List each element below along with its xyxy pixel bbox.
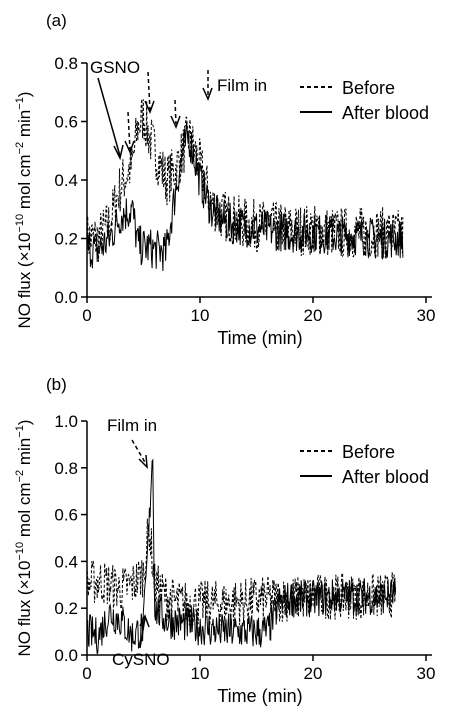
y-tick-label-b: 0.2 bbox=[54, 599, 78, 618]
legend-after-b: After blood bbox=[342, 467, 429, 487]
annotation-film-in-a: Film in bbox=[217, 76, 267, 95]
x-tick-label-a: 10 bbox=[191, 306, 210, 325]
series-a bbox=[86, 98, 404, 272]
annotation-arrows-a bbox=[97, 70, 213, 161]
annotation-gsno: GSNO bbox=[90, 58, 140, 77]
legend-after-a: After blood bbox=[342, 103, 429, 123]
y-tick-label-b: 0.4 bbox=[54, 552, 78, 571]
y-tick-label-b: 0.0 bbox=[54, 646, 78, 665]
legend-before-a: Before bbox=[342, 78, 395, 98]
annotation-film-in-b: Film in bbox=[107, 416, 157, 435]
annotation-cysno: CySNO bbox=[112, 650, 170, 669]
x-tick-label-b: 0 bbox=[82, 664, 91, 683]
series-line-after-blood-a bbox=[86, 121, 404, 272]
x-tick-label-a: 30 bbox=[417, 306, 436, 325]
y-tick-label-a: 0.6 bbox=[54, 113, 78, 132]
y-axis-label-b: NO flux (×10−10 mol cm−2 min−1) bbox=[14, 420, 34, 657]
x-tick-label-b: 20 bbox=[304, 664, 323, 683]
chart-panel-a: (a) NO flux (×10−10 mol cm−2 min−1) 0 10 2… bbox=[14, 11, 435, 348]
x-axis-label-a: Time (min) bbox=[217, 328, 302, 348]
y-tick-label-a: 0.4 bbox=[54, 171, 78, 190]
series-line-before-a bbox=[86, 98, 404, 265]
x-tick-label-a: 20 bbox=[304, 306, 323, 325]
series-line-after-blood-b bbox=[86, 458, 396, 655]
chart-panel-b: (b) NO flux (×10−10 mol cm−2 min−1) 0 10 2… bbox=[14, 375, 435, 706]
y-tick-label-b: 1.0 bbox=[54, 412, 78, 431]
ticks-b: 0 10 20 30 0.0 0.2 0.4 0.6 0.8 1.0 bbox=[54, 412, 435, 683]
panel-label-b: (b) bbox=[46, 375, 67, 394]
y-tick-label-b: 0.8 bbox=[54, 459, 78, 478]
x-tick-label-b: 30 bbox=[417, 664, 436, 683]
series-b bbox=[86, 458, 396, 655]
y-tick-label-a: 0.8 bbox=[54, 54, 78, 73]
annotation-arrows-b bbox=[131, 439, 150, 649]
x-tick-label-b: 10 bbox=[191, 664, 210, 683]
legend-before-b: Before bbox=[342, 442, 395, 462]
y-tick-label-a: 0.0 bbox=[54, 288, 78, 307]
panel-label-a: (a) bbox=[46, 11, 67, 30]
ticks-a: 0 10 20 30 0.0 0.2 0.4 0.6 0.8 bbox=[54, 54, 435, 325]
y-tick-label-b: 0.6 bbox=[54, 506, 78, 525]
y-axis-label-a: NO flux (×10−10 mol cm−2 min−1) bbox=[14, 92, 34, 329]
x-axis-label-b: Time (min) bbox=[217, 686, 302, 706]
x-tick-label-a: 0 bbox=[82, 306, 91, 325]
y-tick-label-a: 0.2 bbox=[54, 230, 78, 249]
